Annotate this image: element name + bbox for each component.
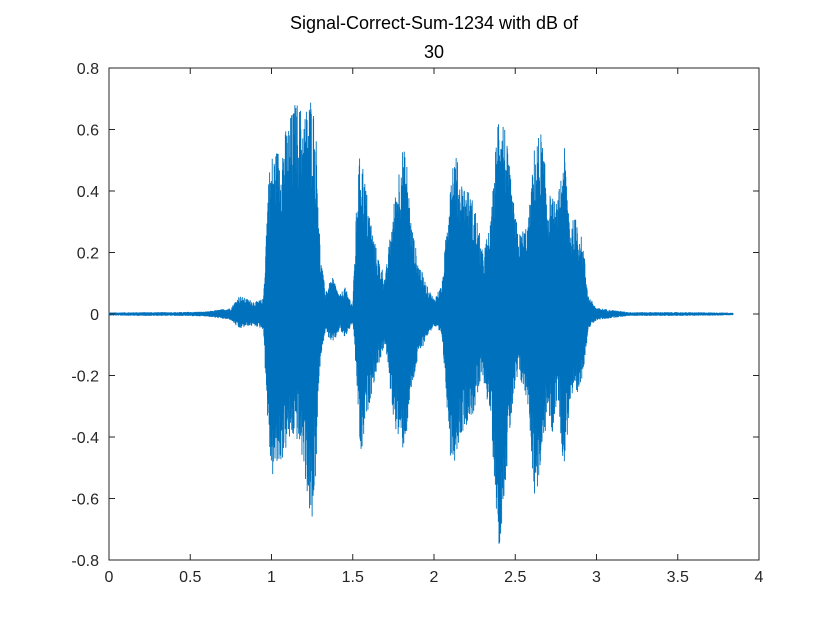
x-tick-label: 3 <box>592 569 601 586</box>
chart-title-line-1: Signal-Correct-Sum-1234 with dB of <box>290 13 579 33</box>
x-tick-label: 0 <box>105 569 114 586</box>
y-tick-label: 0.4 <box>77 184 99 201</box>
y-axis-ticks: 0.8 0.6 0.4 0.2 0 -0.2 -0.4 -0.6 -0.8 <box>71 61 759 570</box>
x-tick-label: 4 <box>755 569 764 586</box>
y-tick-label: -0.2 <box>71 369 99 386</box>
x-tick-label: 2 <box>430 569 439 586</box>
x-tick-label: 2.5 <box>504 569 526 586</box>
y-tick-label: 0.2 <box>77 246 99 263</box>
y-tick-label: -0.4 <box>71 430 99 447</box>
x-tick-label: 0.5 <box>179 569 201 586</box>
y-tick-label: 0.6 <box>77 123 99 140</box>
x-tick-label: 1.5 <box>342 569 364 586</box>
waveform-series <box>108 102 734 544</box>
x-axis-ticks: 0 0.5 1 1.5 2 2.5 3 3.5 4 <box>105 68 764 586</box>
y-tick-label: 0.8 <box>77 61 99 78</box>
x-tick-label: 3.5 <box>667 569 689 586</box>
chart-title: Signal-Correct-Sum-1234 with dB of 30 <box>290 13 579 62</box>
waveform-line <box>108 102 734 544</box>
chart-title-line-2: 30 <box>424 42 444 62</box>
y-tick-label: -0.8 <box>71 553 99 570</box>
plot-area: 0 0.5 1 1.5 2 2.5 3 3.5 4 0.8 0.6 0.4 0.2 0 -0.2 -0.4 -… <box>71 61 763 586</box>
y-tick-label: 0 <box>90 307 99 324</box>
x-tick-label: 1 <box>267 569 276 586</box>
y-tick-label: -0.6 <box>71 492 99 509</box>
